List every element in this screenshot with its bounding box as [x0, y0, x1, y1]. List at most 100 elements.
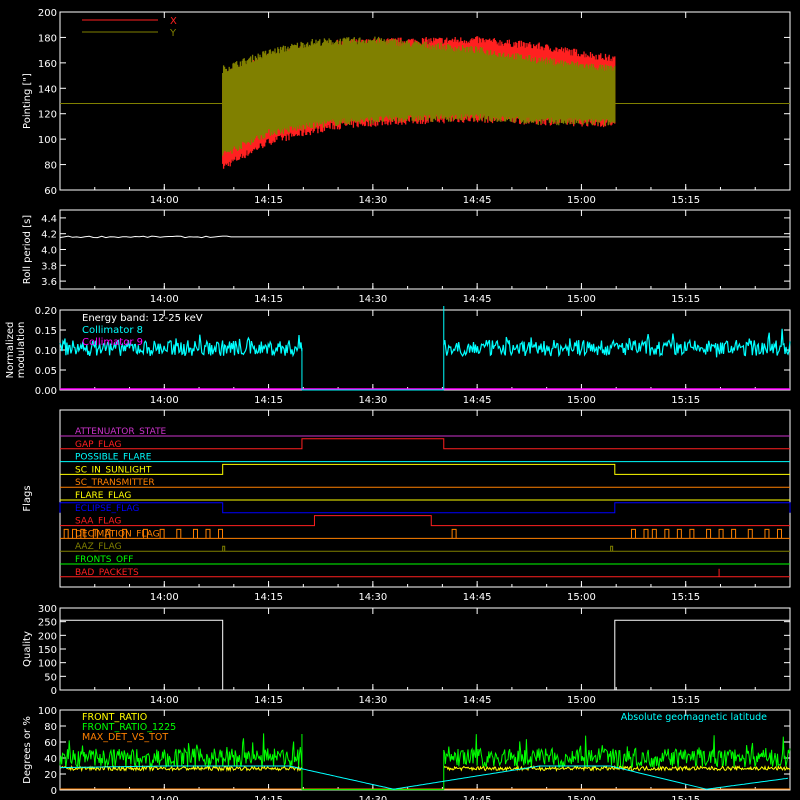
x-tick-label: 15:00	[567, 795, 596, 800]
y-tick-label: 250	[38, 618, 57, 629]
y-tick-label: 0.10	[35, 346, 57, 357]
x-tick-label: 15:15	[671, 395, 700, 406]
x-tick-label: 14:30	[358, 795, 387, 800]
panel-frame	[59, 11, 791, 191]
flag-label: SC_TRANSMITTER	[75, 478, 155, 488]
x-tick-label: 14:30	[358, 592, 387, 603]
flag-line-eclipse-flag	[59, 502, 791, 514]
x-tick-label: 14:30	[358, 695, 387, 706]
y-tick-label: 4.2	[41, 230, 57, 241]
x-tick-label: 14:00	[150, 592, 179, 603]
energy-band-annotation: Energy band: 12-25 keV	[82, 313, 203, 324]
aaz-blip	[610, 545, 614, 552]
x-tick-label: 14:00	[150, 395, 179, 406]
x-tick-label: 14:00	[150, 294, 179, 305]
y-tick-label: 200	[38, 631, 57, 642]
y-tick-label: 4.0	[41, 246, 57, 257]
y-tick-label: 80	[44, 161, 57, 172]
flag-label: ATTENUATOR_STATE	[75, 427, 167, 437]
y-tick-label: 80	[44, 722, 57, 733]
legend-label: Collimator 8	[82, 325, 143, 336]
legend-label: FRONT_RATIO	[82, 712, 147, 723]
quality-line	[60, 619, 790, 691]
y-tick-label: 150	[38, 645, 57, 656]
panel-frame	[59, 409, 791, 588]
latitude-annotation: Absolute geomagnetic latitude	[621, 712, 767, 723]
panel-5: 14:00 14:15 14:30 14:45 15:00 15:15 0 20 40 60 80 1…	[22, 706, 791, 800]
flag-label: FRONTS_OFF	[75, 555, 133, 565]
x-tick-label: 14:00	[150, 195, 179, 206]
y-tick-label: 100	[38, 706, 57, 717]
legend-label: MAX_DET_VS_TOT	[82, 732, 168, 743]
collimator-8-line	[443, 328, 791, 358]
y-tick-label: 200	[38, 8, 57, 19]
flag-label: POSSIBLE_FLARE	[75, 453, 152, 463]
x-tick-label: 15:15	[671, 195, 700, 206]
y-tick-label: 60	[44, 186, 57, 197]
y-tick-label: 120	[38, 110, 57, 121]
panel-0: 14:00 14:15 14:30 14:45 15:00 15:15 60 80 100 120…	[22, 8, 791, 206]
y-tick-label: 60	[44, 738, 57, 749]
legend-label: Collimator 9	[82, 337, 143, 348]
x-tick-label: 14:15	[254, 294, 283, 305]
x-tick-label: 15:00	[567, 395, 596, 406]
panel-4: 14:00 14:15 14:30 14:45 15:00 15:15 0 50 100 150 2…	[22, 604, 791, 706]
x-tick-label: 15:15	[671, 592, 700, 603]
x-tick-label: 14:45	[463, 592, 492, 603]
legend-label: Y	[169, 28, 177, 39]
y-tick-label: 50	[44, 672, 57, 683]
aaz-blip	[222, 545, 226, 552]
y-axis-label: Pointing ["]	[22, 73, 33, 129]
y-tick-label: 40	[44, 754, 57, 765]
x-tick-label: 15:00	[567, 695, 596, 706]
y-axis-label: Degrees or %	[22, 716, 33, 784]
y-tick-label: 0.00	[35, 386, 57, 397]
y-axis-label: modulation	[16, 322, 27, 379]
series-y-band	[222, 36, 616, 156]
y-axis-label: Normalized	[5, 322, 16, 379]
x-tick-label: 14:00	[150, 795, 179, 800]
y-axis-label: Flags	[22, 485, 33, 511]
x-tick-label: 15:00	[567, 294, 596, 305]
y-tick-label: 3.6	[41, 277, 57, 288]
collimator-8-line	[59, 334, 303, 358]
legend-label: FRONT_RATIO_1225	[82, 722, 176, 733]
flag-line-sc-in-sunlight	[60, 463, 790, 475]
y-tick-label: 100	[38, 135, 57, 146]
x-tick-label: 15:15	[671, 795, 700, 800]
x-tick-label: 14:45	[463, 795, 492, 800]
x-tick-label: 15:00	[567, 592, 596, 603]
x-tick-label: 14:30	[358, 294, 387, 305]
flag-line-saa-flag	[60, 515, 790, 527]
x-tick-label: 14:30	[358, 395, 387, 406]
front-ratio-line	[443, 764, 791, 773]
flag-label: SAA_FLAG	[75, 517, 121, 527]
panel-3: 14:00 14:15 14:30 14:45 15:00 15:15 Flags ATTEN…	[22, 409, 791, 603]
flag-label: ECLIPSE_FLAG	[75, 504, 139, 514]
x-tick-label: 14:30	[358, 195, 387, 206]
x-tick-label: 14:45	[463, 695, 492, 706]
y-tick-label: 0	[51, 686, 57, 697]
legend-label: X	[170, 16, 177, 27]
x-tick-label: 14:45	[463, 294, 492, 305]
x-tick-label: 14:15	[254, 592, 283, 603]
y-tick-label: 100	[38, 659, 57, 670]
x-tick-label: 14:15	[254, 795, 283, 800]
flag-label: FLARE_FLAG	[75, 491, 131, 501]
front-ratio-line	[59, 764, 303, 773]
panel-1: 14:00 14:15 14:30 14:45 15:00 15:15 3.6 3.8 4.0 4…	[22, 209, 791, 305]
roll-period-line	[59, 235, 790, 239]
y-axis-label: Quality	[22, 631, 33, 667]
y-axis-label: Roll period [s]	[22, 215, 33, 284]
x-tick-label: 15:15	[671, 294, 700, 305]
y-tick-label: 20	[44, 770, 57, 781]
x-tick-label: 14:15	[254, 395, 283, 406]
x-tick-label: 14:15	[254, 195, 283, 206]
y-tick-label: 300	[38, 604, 57, 615]
decimation-toggles	[63, 528, 782, 539]
x-tick-label: 15:00	[567, 195, 596, 206]
flag-label: DECIMATION_FLAG	[75, 529, 160, 539]
y-tick-label: 0	[51, 786, 57, 797]
x-tick-label: 14:45	[463, 195, 492, 206]
